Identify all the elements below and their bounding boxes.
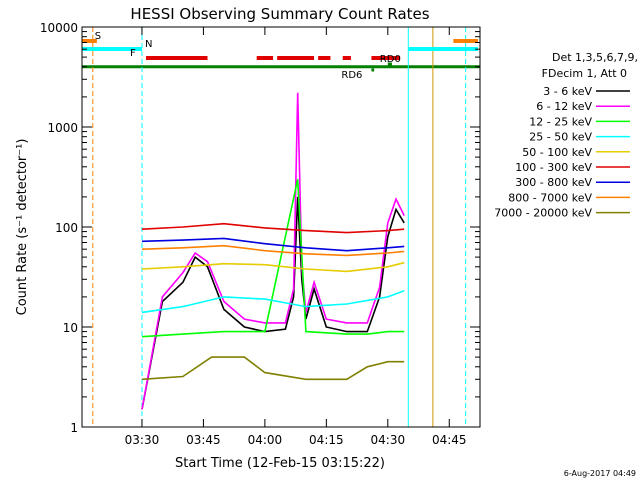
- flag-label-f: F: [130, 48, 136, 59]
- x-axis-label: Start Time (12-Feb-15 03:15:22): [175, 456, 385, 471]
- chart-title: HESSI Observing Summary Count Rates: [130, 5, 429, 23]
- legend-label-6: 300 - 800 keV: [515, 176, 592, 189]
- y-tick-label-1: 10: [63, 321, 78, 335]
- y-tick-label-2: 100: [55, 221, 78, 235]
- flag-label-s: S: [95, 31, 101, 42]
- x-tick-label-0: 03:30: [125, 433, 160, 447]
- series-line-5: [141, 222, 405, 234]
- series-line-2: [141, 179, 405, 338]
- x-axis: 03:30 03:45 04:00 04:15 04:30 04:45: [125, 27, 467, 447]
- legend-label-5: 100 - 300 keV: [515, 161, 592, 174]
- x-tick-label-5: 04:45: [432, 433, 467, 447]
- legend-label-8: 7000 - 20000 keV: [494, 207, 592, 220]
- y-axis-label: Count Rate (s⁻¹ detector⁻¹): [15, 139, 30, 316]
- legend-label-2: 12 - 25 keV: [529, 115, 592, 128]
- legend-label-4: 50 - 100 keV: [522, 146, 592, 159]
- y-tick-label-3: 1000: [47, 121, 78, 135]
- legend-label-3: 25 - 50 keV: [529, 131, 592, 144]
- series-line-3: [141, 290, 405, 314]
- series-line-0: [141, 196, 405, 410]
- y-tick-label-0: 1: [70, 421, 78, 435]
- series-line-4: [141, 261, 405, 273]
- y-axis: 1 10 100 1000 10000: [40, 21, 480, 435]
- y-tick-label-4: 10000: [40, 21, 78, 35]
- legend-header-line-2: FDecim 1, Att 0: [542, 67, 627, 80]
- flag-label-rd6: RD6: [341, 70, 362, 81]
- flag-label-n: N: [145, 39, 152, 50]
- series-line-7: [141, 244, 405, 257]
- x-tick-label-4: 04:30: [371, 433, 406, 447]
- legend-label-0: 3 - 6 keV: [543, 85, 592, 98]
- x-tick-label-2: 04:00: [248, 433, 283, 447]
- x-tick-label-1: 03:45: [186, 433, 221, 447]
- series-line-8: [141, 356, 405, 381]
- legend: Det 1,3,5,6,7,9, FDecim 1, Att 0 3 - 6 k…: [494, 51, 638, 220]
- plot-area: S NF RD6 RD0: [82, 27, 480, 427]
- legend-header-line-1: Det 1,3,5,6,7,9,: [552, 51, 638, 64]
- flag-label-rd0: RD0: [380, 54, 401, 65]
- footer-stamp: 6-Aug-2017 04:49: [564, 469, 636, 478]
- series-line-6: [141, 237, 405, 252]
- legend-label-1: 6 - 12 keV: [536, 100, 592, 113]
- legend-label-7: 800 - 7000 keV: [508, 191, 592, 204]
- x-tick-label-3: 04:15: [309, 433, 344, 447]
